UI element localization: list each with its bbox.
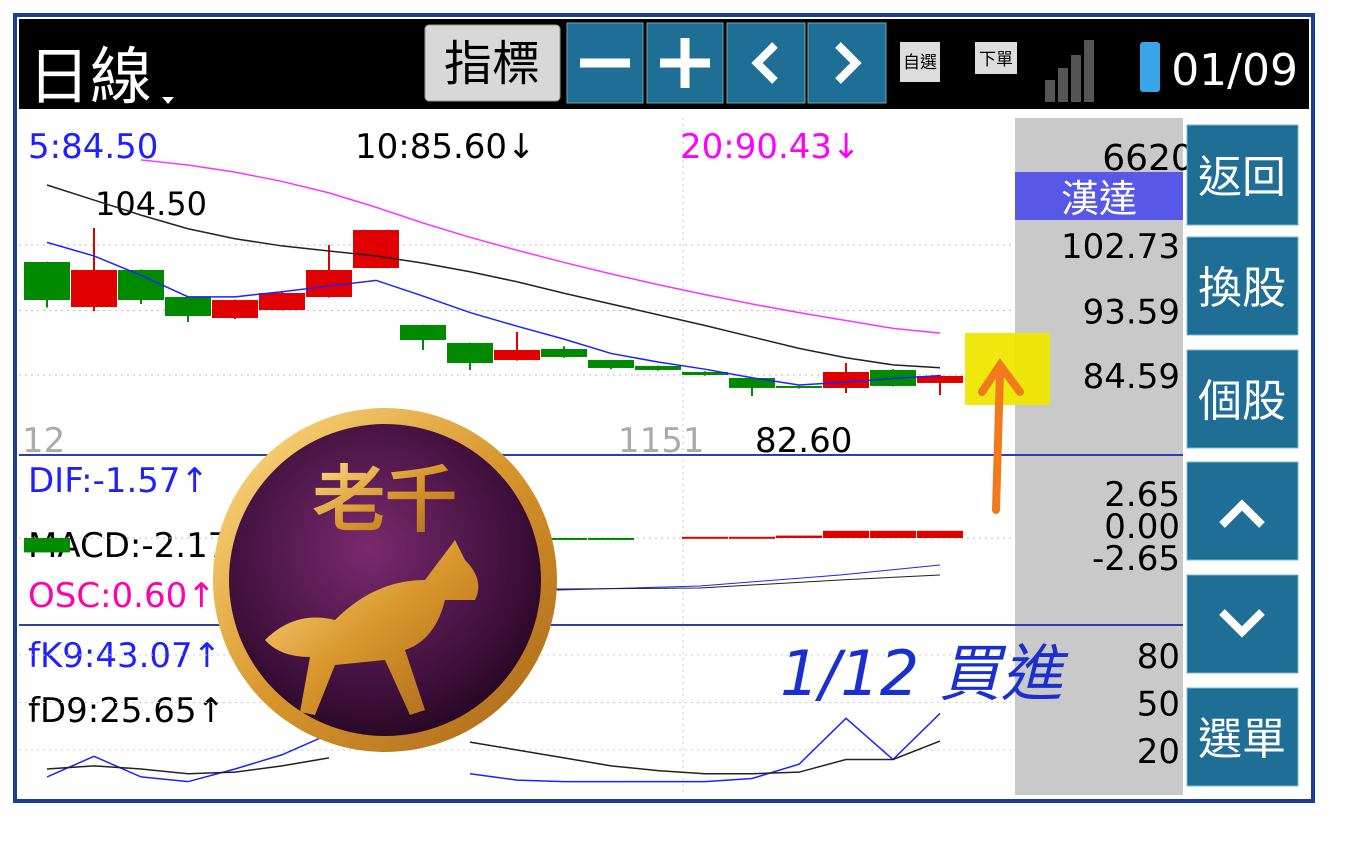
ma-line — [46, 184, 941, 369]
candle-body — [212, 300, 258, 319]
next-button[interactable] — [807, 22, 887, 104]
low-label: 82.60 — [755, 421, 852, 461]
y-tick-label: 102.73 — [1061, 227, 1180, 267]
ma20-label: 20:90.43↓ — [680, 127, 861, 167]
stock-button[interactable] — [1186, 349, 1299, 449]
date-label: 12 — [22, 421, 65, 461]
indicator-label: 指標 — [444, 36, 540, 92]
candle-body — [165, 297, 211, 317]
y-tick-label: 2.65 — [1104, 475, 1180, 515]
arrow — [978, 358, 1024, 514]
watchlist-icon[interactable] — [900, 42, 940, 82]
ma-line — [46, 241, 941, 386]
indicator-button[interactable] — [424, 24, 561, 102]
side-button-label: 選單 — [1198, 714, 1286, 765]
period[interactable]: 日線 — [28, 40, 152, 113]
candle-body — [71, 270, 117, 308]
candle-body — [400, 324, 446, 341]
prev-button[interactable] — [726, 22, 806, 104]
y-tick-label: 0.00 — [1104, 507, 1180, 547]
candle-body — [588, 360, 634, 368]
dif-label: DIF:-1.57↑ — [28, 461, 209, 501]
osc-bar — [541, 538, 587, 540]
side-button-label: 個股 — [1198, 376, 1286, 427]
date-label: 1151 — [618, 421, 705, 461]
y-tick-label: -2.65 — [1092, 539, 1180, 579]
order-icon[interactable] — [975, 42, 1017, 74]
osc-bar — [870, 530, 916, 538]
candle-body — [917, 376, 963, 383]
osc-bar — [729, 536, 775, 539]
watchlist-label: 自選 — [903, 53, 937, 73]
high-label: 104.50 — [95, 185, 207, 223]
candle-body — [353, 230, 399, 269]
plus-icon — [660, 38, 710, 88]
y-tick-label: 20 — [1137, 732, 1180, 772]
osc-bar — [588, 538, 634, 540]
ma-line — [140, 159, 941, 334]
osc-bar — [682, 536, 728, 539]
candle-body — [24, 261, 70, 301]
stock-name-box — [1015, 172, 1183, 220]
order-label: 下單 — [979, 50, 1013, 70]
candle-body — [682, 371, 728, 375]
menu-button[interactable] — [1186, 687, 1299, 787]
axis-column — [1015, 118, 1183, 795]
up-icon — [1219, 499, 1265, 528]
side-button-label: 換股 — [1198, 263, 1286, 314]
osc-bar — [917, 530, 963, 538]
candle-body — [729, 378, 775, 388]
osc-bar — [776, 535, 822, 538]
signal-icon — [1045, 40, 1094, 102]
osc-bar — [24, 538, 70, 553]
osc-bar — [823, 530, 869, 538]
osc-label: OSC:0.60↑ — [28, 576, 216, 616]
ma5-label: 5:84.50 — [28, 127, 158, 167]
y-tick-label: 93.59 — [1083, 293, 1180, 333]
unicorn — [265, 540, 479, 715]
candle-body — [541, 348, 587, 358]
y-tick-label: 50 — [1137, 685, 1180, 725]
side-button-label: 返回 — [1198, 152, 1286, 203]
dropdown-caret — [162, 97, 174, 104]
prev-icon — [751, 42, 778, 84]
note: 1/12 買進 — [780, 637, 1069, 710]
candle-body — [259, 293, 305, 310]
y-tick-label: 80 — [1137, 637, 1180, 677]
logo-text: 老千 — [313, 458, 457, 542]
ma10-label: 10:85.60↓ — [355, 127, 536, 167]
switch-button[interactable] — [1186, 236, 1299, 336]
down-icon — [1219, 609, 1265, 638]
date: 01/09 — [1171, 45, 1298, 96]
next-icon — [835, 42, 862, 84]
side-buttons — [1186, 124, 1299, 787]
battery-icon — [1140, 42, 1160, 92]
nav-buttons — [566, 22, 887, 104]
candle-body — [494, 349, 540, 361]
back-button[interactable] — [1186, 124, 1299, 226]
y-tick-label: 84.59 — [1083, 357, 1180, 397]
candle-body — [447, 342, 493, 364]
candle-body — [776, 385, 822, 388]
k-label: fK9:43.07↑ — [28, 636, 221, 676]
down-button[interactable] — [1186, 574, 1299, 674]
candle-body — [823, 371, 869, 388]
stock-name: 漢達 — [1061, 177, 1137, 221]
plot — [19, 159, 1013, 783]
k-line — [46, 712, 941, 783]
d-label: fD9:25.65↑ — [28, 691, 225, 731]
d-line — [46, 740, 941, 775]
candle-body — [635, 365, 681, 370]
logo-face — [229, 424, 541, 736]
